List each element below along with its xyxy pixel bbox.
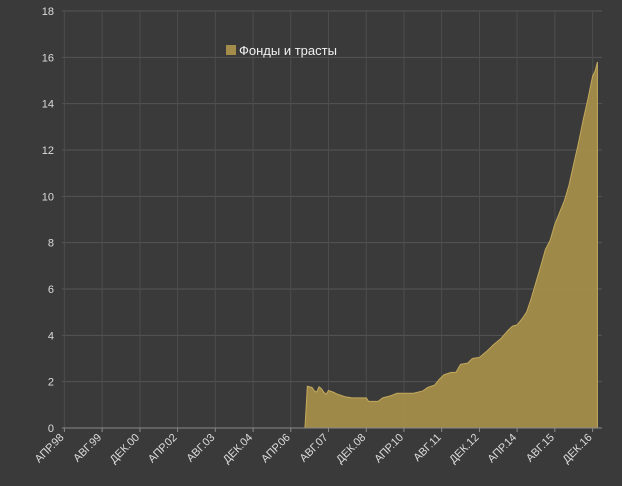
grid (62, 10, 602, 429)
y-tick-label: 10 (42, 191, 54, 203)
series-area (62, 61, 598, 429)
y-tick-label: 18 (42, 6, 54, 18)
series-area-layer (62, 61, 598, 429)
y-tick-label: 4 (48, 330, 54, 342)
legend-swatch (226, 45, 236, 55)
y-tick-label: 0 (48, 423, 54, 435)
y-tick-label: 12 (42, 145, 54, 157)
legend: Фонды и трасты (226, 43, 337, 58)
y-tick-label: 14 (42, 99, 54, 111)
y-tick-label: 6 (48, 284, 54, 296)
y-axis: 0 2 4 6 8 10 12 14 16 18 (42, 6, 54, 435)
y-tick-label: 8 (48, 238, 54, 250)
y-tick-label: 16 (42, 52, 54, 64)
y-tick-label: 2 (48, 377, 54, 389)
legend-label: Фонды и трасты (239, 43, 337, 58)
